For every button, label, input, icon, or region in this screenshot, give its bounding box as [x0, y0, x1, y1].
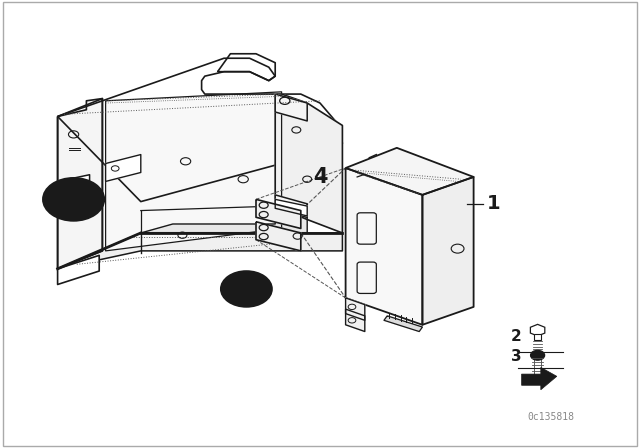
- Text: 1: 1: [486, 194, 500, 213]
- Polygon shape: [422, 177, 474, 325]
- Polygon shape: [106, 92, 282, 251]
- Bar: [534, 334, 541, 340]
- Polygon shape: [346, 148, 474, 195]
- Polygon shape: [384, 316, 422, 332]
- Polygon shape: [58, 233, 342, 269]
- Text: 2: 2: [511, 328, 522, 344]
- Polygon shape: [58, 99, 102, 269]
- Polygon shape: [218, 54, 275, 81]
- Polygon shape: [346, 298, 365, 320]
- Polygon shape: [256, 199, 301, 228]
- Circle shape: [531, 350, 545, 360]
- Polygon shape: [58, 58, 342, 202]
- Text: 2: 2: [68, 190, 79, 208]
- Text: 3: 3: [241, 281, 252, 297]
- Circle shape: [221, 271, 272, 307]
- Polygon shape: [346, 309, 365, 332]
- Circle shape: [43, 178, 104, 221]
- Polygon shape: [275, 195, 307, 217]
- Text: 0c135818: 0c135818: [527, 412, 574, 422]
- Polygon shape: [256, 222, 301, 251]
- Polygon shape: [275, 199, 307, 216]
- Polygon shape: [531, 324, 545, 336]
- Polygon shape: [106, 155, 141, 181]
- Polygon shape: [346, 168, 422, 325]
- Polygon shape: [275, 94, 342, 233]
- Polygon shape: [58, 255, 99, 284]
- Polygon shape: [522, 367, 557, 390]
- Text: 3: 3: [511, 349, 522, 364]
- Polygon shape: [141, 208, 307, 233]
- Polygon shape: [58, 175, 90, 197]
- Polygon shape: [275, 94, 307, 121]
- Text: 4: 4: [313, 167, 327, 187]
